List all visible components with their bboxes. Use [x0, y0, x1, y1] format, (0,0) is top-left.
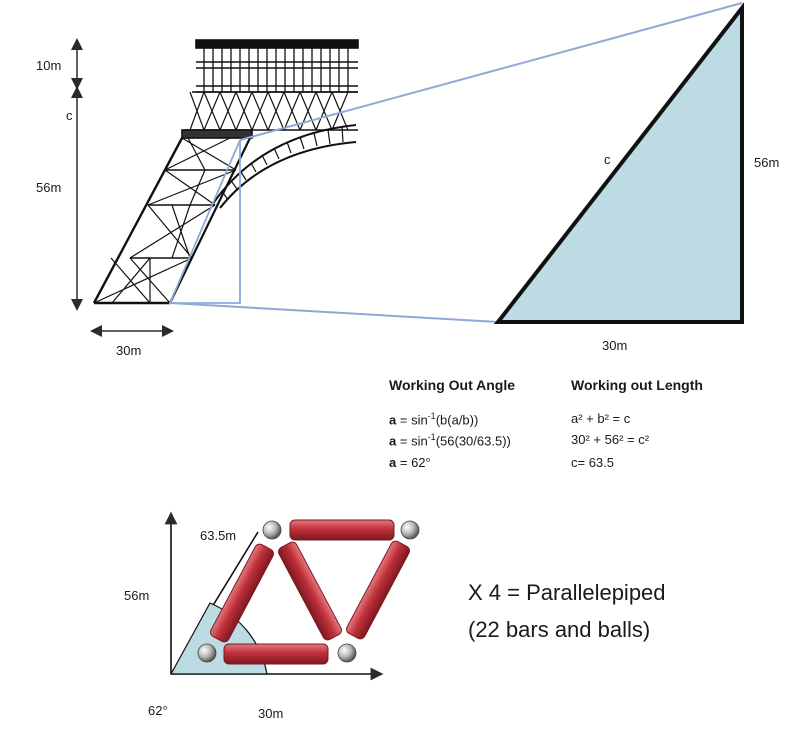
- ball-bottom-right: [337, 643, 357, 663]
- angle-rhs: = sin: [399, 433, 428, 449]
- bar-right-diagonal: [346, 540, 410, 640]
- working-angle-line-2: a = sin-1(56(30/63.5)): [389, 432, 511, 448]
- angle-exp: -1: [427, 432, 436, 442]
- bar-bottom: [223, 643, 329, 665]
- tower-sketch: [92, 39, 359, 305]
- working-angle-line-1: a = sin-1(b(a/b)): [389, 411, 478, 427]
- bar-left-diagonal: [210, 543, 274, 643]
- note-line-1: X 4 = Parallelepiped: [468, 580, 666, 605]
- tower-top-height-label: 10m: [36, 58, 61, 73]
- angle-var: a: [389, 433, 397, 449]
- tower-base-label: 30m: [116, 343, 141, 358]
- ball-top-right: [400, 520, 420, 540]
- triangle-base-label: 30m: [602, 338, 627, 353]
- working-length-line-2: 30² + 56² = c²: [571, 432, 650, 447]
- projection-line-bottom: [169, 302, 499, 323]
- working-length-line-3: c= 63.5: [571, 455, 615, 470]
- tower-height-label: 56m: [36, 180, 61, 195]
- triangle-hyp-label: c: [604, 152, 611, 167]
- bar-top: [289, 519, 395, 541]
- working-angle-title: Working Out Angle: [389, 377, 515, 393]
- working-length-title: Working out Length: [571, 377, 703, 393]
- triangle-height-label: 56m: [754, 155, 779, 170]
- angle-exp: -1: [427, 411, 436, 421]
- bar-middle-diagonal: [278, 541, 342, 641]
- ball-bottom-left: [197, 643, 217, 663]
- angle-var: a: [389, 455, 397, 470]
- model-base-label: 30m: [258, 706, 283, 721]
- angle-result: = 62°: [399, 455, 431, 470]
- angle-arg: (56(30/63.5)): [435, 433, 511, 449]
- tower-hyp-label: c: [66, 108, 73, 123]
- tower-overlay-triangle: [168, 139, 241, 304]
- working-length-line-1: a² + b² = c: [571, 411, 631, 426]
- model-hyp-label: 63.5m: [200, 528, 236, 543]
- model-angle-label: 62°: [148, 703, 168, 718]
- big-triangle: [493, 2, 744, 324]
- angle-arg: (b(a/b)): [435, 412, 479, 428]
- model-diagram: [164, 511, 420, 681]
- projection-line-top: [239, 2, 743, 141]
- angle-var: a: [389, 412, 397, 428]
- model-height-label: 56m: [124, 588, 149, 603]
- note-line-2: (22 bars and balls): [468, 617, 650, 642]
- working-angle-line-3: a = 62°: [389, 455, 431, 470]
- ball-top-left: [262, 520, 282, 540]
- angle-rhs: = sin: [399, 412, 428, 428]
